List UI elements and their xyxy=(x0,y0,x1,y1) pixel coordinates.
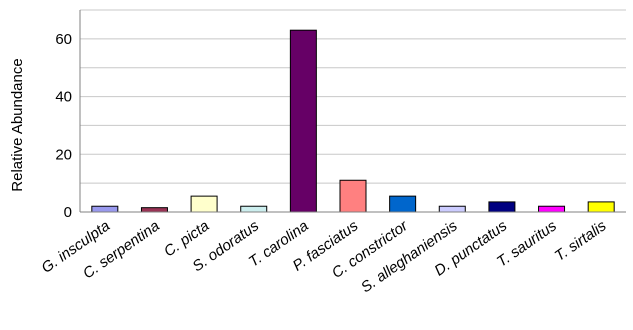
bar xyxy=(538,205,566,213)
y-tick-label: 20 xyxy=(55,146,72,163)
bar xyxy=(488,201,516,213)
gridlines xyxy=(80,9,626,184)
bars xyxy=(91,29,615,213)
y-tick-label: 40 xyxy=(55,89,72,106)
x-category-label: T. sirtalis xyxy=(552,217,610,265)
bar xyxy=(389,195,417,213)
bar xyxy=(587,201,615,213)
bar xyxy=(339,179,367,213)
bar xyxy=(289,29,317,213)
bar xyxy=(140,207,168,213)
bar xyxy=(91,205,119,213)
bar xyxy=(190,195,218,213)
axes xyxy=(79,10,626,213)
y-tick-label: 0 xyxy=(64,204,72,221)
bar xyxy=(240,205,268,213)
bar xyxy=(438,205,466,213)
y-tick-label: 60 xyxy=(55,31,72,48)
y-axis-title: Relative Abundance xyxy=(9,58,26,191)
y-tick-labels: 0 20 40 60 xyxy=(55,31,72,221)
